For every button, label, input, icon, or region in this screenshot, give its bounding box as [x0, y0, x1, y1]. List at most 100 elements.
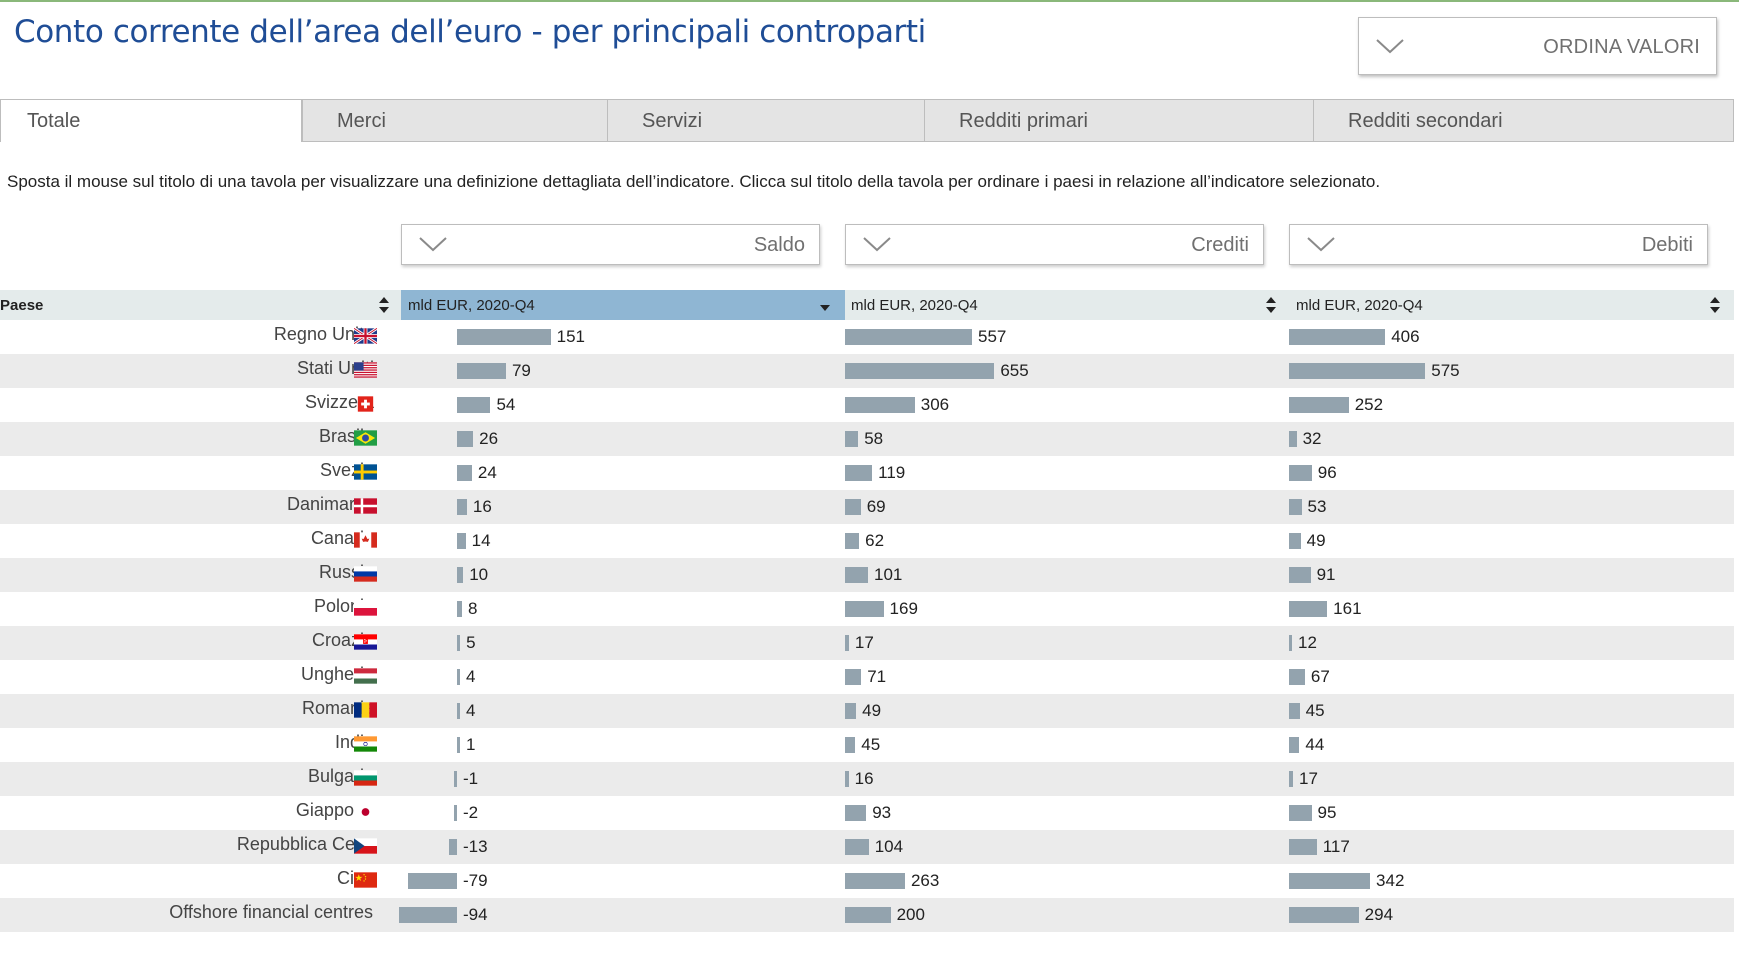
bar-debiti[interactable] — [1289, 329, 1386, 345]
bar-debiti[interactable] — [1289, 499, 1302, 515]
in-flag-icon — [354, 736, 377, 752]
bar-debiti[interactable] — [1289, 907, 1359, 923]
tab-servizi[interactable]: Servizi — [607, 99, 925, 142]
bar-debiti[interactable] — [1289, 567, 1311, 583]
table-header-row: Paese mld EUR, 2020-Q4 mld EUR, 2020-Q4 … — [0, 290, 1734, 320]
bar-crediti[interactable] — [845, 533, 860, 549]
column-header-crediti[interactable]: mld EUR, 2020-Q4 — [845, 290, 1289, 320]
value-label-saldo: 26 — [479, 429, 499, 448]
bar-saldo[interactable] — [448, 839, 457, 855]
ro-flag-icon — [354, 702, 377, 718]
value-label-saldo: 16 — [472, 497, 492, 516]
value-label-debiti: 45 — [1305, 701, 1325, 720]
table-row: Bulgaria -1 16 17 — [0, 762, 1734, 796]
value-label-debiti: 95 — [1317, 803, 1337, 822]
bar-crediti[interactable] — [845, 363, 995, 379]
bar-saldo[interactable] — [457, 567, 464, 583]
bar-saldo[interactable] — [457, 363, 506, 379]
bar-debiti[interactable] — [1289, 601, 1328, 617]
tab-merci[interactable]: Merci — [302, 99, 608, 142]
table-row: Romania 4 49 45 — [0, 694, 1734, 728]
bar-debiti[interactable] — [1289, 431, 1297, 447]
value-label-saldo: 24 — [477, 463, 497, 482]
bar-crediti[interactable] — [845, 669, 862, 685]
bar-crediti[interactable] — [845, 431, 859, 447]
sort-updown-icon — [1710, 297, 1720, 313]
value-label-saldo: 4 — [466, 701, 476, 720]
jp-flag-icon — [354, 804, 377, 820]
bar-saldo[interactable] — [398, 907, 457, 923]
table-row: Ungheria 4 71 67 — [0, 660, 1734, 694]
bar-crediti[interactable] — [845, 907, 891, 923]
bar-saldo[interactable] — [457, 465, 472, 481]
bar-debiti[interactable] — [1289, 465, 1312, 481]
column-header-debiti[interactable]: mld EUR, 2020-Q4 — [1289, 290, 1734, 320]
bar-saldo[interactable] — [457, 737, 460, 753]
bar-crediti[interactable] — [845, 839, 869, 855]
value-label-saldo: 10 — [469, 565, 489, 584]
bar-saldo[interactable] — [457, 397, 491, 413]
bar-debiti[interactable] — [1289, 737, 1300, 753]
bar-debiti[interactable] — [1289, 873, 1371, 889]
bar-crediti[interactable] — [845, 737, 856, 753]
value-label-crediti: 104 — [874, 837, 904, 856]
bar-debiti[interactable] — [1289, 635, 1292, 651]
bar-saldo[interactable] — [457, 635, 461, 651]
sort-values-button[interactable]: ORDINA VALORI — [1358, 17, 1717, 75]
bar-crediti[interactable] — [845, 873, 905, 889]
bar-saldo[interactable] — [457, 533, 466, 549]
bar-debiti[interactable] — [1289, 703, 1300, 719]
bar-crediti[interactable] — [845, 635, 849, 651]
bar-crediti[interactable] — [845, 601, 884, 617]
bar-debiti[interactable] — [1289, 397, 1349, 413]
table-row: Offshore financial centres -94 200 294 — [0, 898, 1734, 932]
tab-redditi-primari[interactable]: Redditi primari — [924, 99, 1314, 142]
value-label-crediti: 655 — [1000, 361, 1029, 380]
bar-crediti[interactable] — [845, 397, 915, 413]
bar-saldo[interactable] — [454, 771, 457, 787]
value-label-saldo: -2 — [463, 803, 479, 822]
bar-crediti[interactable] — [845, 805, 867, 821]
sort-updown-icon — [1266, 297, 1276, 313]
value-label-saldo: -94 — [463, 905, 488, 924]
tab-label: Totale — [27, 110, 81, 132]
bar-debiti[interactable] — [1289, 363, 1426, 379]
bar-crediti[interactable] — [845, 499, 861, 515]
column-header-country[interactable]: Paese — [0, 290, 401, 320]
bar-saldo[interactable] — [457, 703, 460, 719]
bar-saldo[interactable] — [457, 499, 467, 515]
bar-crediti[interactable] — [845, 329, 972, 345]
indicator-select-crediti[interactable]: Crediti — [845, 224, 1264, 265]
bar-crediti[interactable] — [845, 567, 869, 583]
tab-redditi-secondari[interactable]: Redditi secondari — [1313, 99, 1734, 142]
bar-saldo[interactable] — [457, 601, 462, 617]
bar-saldo[interactable] — [457, 329, 551, 345]
bar-crediti[interactable] — [845, 771, 849, 787]
bar-crediti[interactable] — [845, 703, 857, 719]
value-label-crediti: 16 — [854, 769, 874, 788]
table-row: Canada 14 62 49 — [0, 524, 1734, 558]
indicator-select-saldo[interactable]: Saldo — [401, 224, 820, 265]
bar-saldo[interactable] — [457, 669, 460, 685]
bar-debiti[interactable] — [1289, 839, 1317, 855]
value-label-debiti: 406 — [1391, 327, 1420, 346]
bar-debiti[interactable] — [1289, 669, 1305, 685]
tab-totale[interactable]: Totale — [0, 99, 302, 142]
ca-flag-icon — [354, 532, 377, 548]
value-label-debiti: 294 — [1364, 905, 1394, 924]
bar-debiti[interactable] — [1289, 805, 1312, 821]
value-label-crediti: 17 — [854, 633, 874, 652]
bar-debiti[interactable] — [1289, 771, 1294, 787]
bar-crediti[interactable] — [845, 465, 873, 481]
bar-debiti[interactable] — [1289, 533, 1301, 549]
bar-saldo[interactable] — [454, 805, 457, 821]
country-label: Offshore financial centres — [169, 902, 373, 922]
bar-saldo[interactable] — [408, 873, 457, 889]
indicator-select-debiti[interactable]: Debiti — [1289, 224, 1708, 265]
bar-saldo[interactable] — [457, 431, 474, 447]
bg-flag-icon — [354, 770, 377, 786]
country-label: Repubblica Ceca — [236, 834, 374, 854]
column-header-saldo[interactable]: mld EUR, 2020-Q4 — [401, 290, 845, 320]
value-label-saldo: 151 — [556, 327, 585, 346]
tab-label: Redditi secondari — [1348, 110, 1503, 132]
